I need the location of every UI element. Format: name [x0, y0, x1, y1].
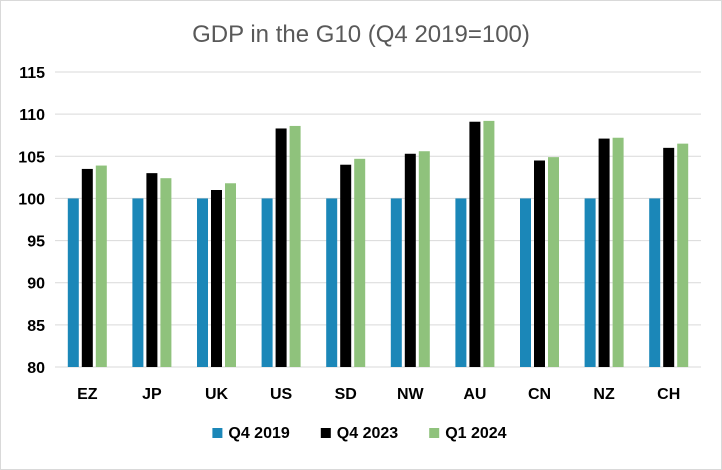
- y-tick-label: 85: [27, 318, 45, 335]
- bar-au-series-0: [455, 198, 467, 367]
- x-tick-label: EZ: [77, 386, 98, 403]
- bar-jp-series-0: [132, 198, 144, 367]
- bar-uk-series-0: [197, 198, 208, 367]
- y-tick-label: 105: [18, 149, 45, 166]
- bar-jp-series-2: [160, 178, 172, 367]
- y-tick-label: 80: [27, 360, 45, 377]
- y-tick-label: 115: [19, 65, 45, 82]
- bar-ez-series-2: [95, 165, 107, 367]
- y-tick-label: 95: [27, 234, 45, 251]
- x-tick-label: SD: [335, 386, 357, 403]
- bar-cn-series-0: [520, 198, 531, 367]
- x-tick-label: AU: [463, 386, 486, 403]
- y-tick-label: 90: [27, 276, 45, 293]
- legend-swatch: [320, 428, 331, 438]
- bar-nz-series-2: [612, 137, 624, 367]
- bar-ch-series-2: [677, 143, 689, 367]
- bar-uk-series-1: [211, 190, 222, 367]
- bar-nw-series-1: [404, 153, 416, 367]
- x-tick-label: NW: [397, 386, 425, 403]
- x-tick-label: US: [270, 386, 293, 403]
- legend-swatch: [429, 428, 440, 438]
- bar-us-series-1: [275, 128, 287, 367]
- y-tick-label: 110: [19, 107, 45, 124]
- bar-ch-series-1: [663, 147, 675, 367]
- bar-au-series-2: [483, 120, 495, 367]
- chart-title: GDP in the G10 (Q4 2019=100): [192, 21, 530, 48]
- bar-ez-series-0: [67, 198, 79, 367]
- bar-us-series-0: [261, 198, 273, 367]
- bar-nz-series-1: [598, 138, 610, 367]
- x-tick-label: UK: [205, 386, 229, 403]
- legend-label: Q4 2023: [337, 425, 398, 442]
- x-tick-label: NZ: [593, 386, 615, 403]
- bar-sd-series-1: [340, 164, 352, 367]
- bar-nw-series-2: [418, 151, 430, 367]
- legend-swatch: [212, 428, 223, 438]
- bar-ch-series-0: [649, 198, 661, 367]
- bar-jp-series-1: [146, 173, 158, 367]
- y-tick-label: 100: [18, 191, 45, 208]
- bar-nw-series-0: [390, 198, 402, 367]
- bar-ez-series-1: [81, 168, 93, 367]
- bar-nz-series-0: [584, 198, 596, 367]
- bar-us-series-2: [289, 125, 301, 367]
- legend-label: Q4 2019: [228, 425, 289, 442]
- x-tick-label: CN: [528, 386, 551, 403]
- bar-cn-series-2: [548, 157, 559, 367]
- bar-sd-series-0: [326, 198, 338, 367]
- x-tick-label: JP: [142, 386, 162, 403]
- bar-cn-series-1: [534, 160, 545, 367]
- legend-label: Q1 2024: [445, 425, 506, 442]
- bar-au-series-1: [469, 121, 481, 367]
- x-tick-label: CH: [657, 386, 680, 403]
- bar-uk-series-2: [225, 183, 236, 367]
- bar-sd-series-2: [354, 158, 366, 367]
